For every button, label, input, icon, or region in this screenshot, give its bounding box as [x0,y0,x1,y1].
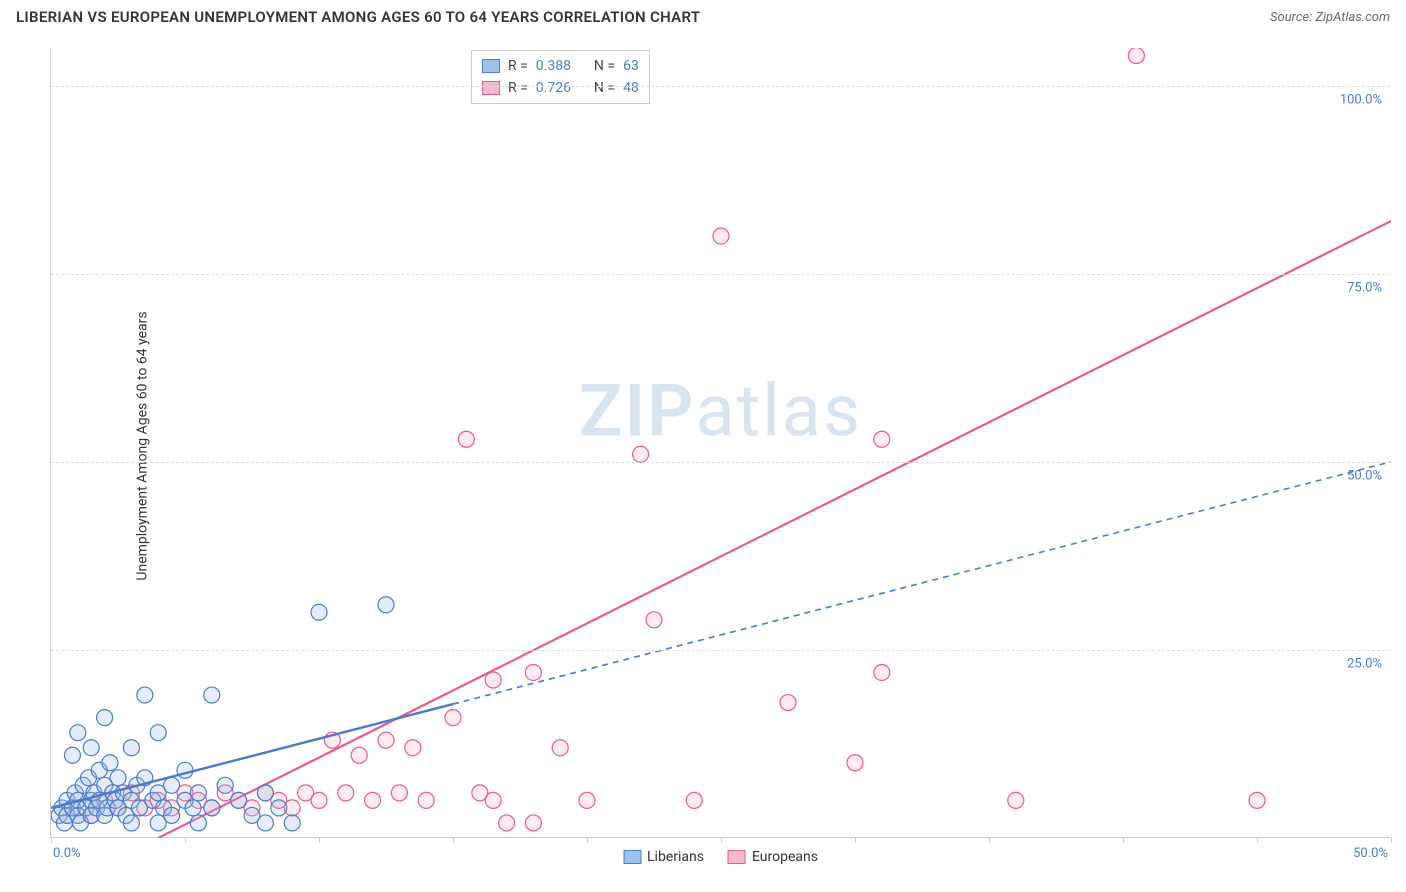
x-tick-mark [185,837,186,843]
data-point [190,785,206,801]
data-point [485,672,501,688]
data-point [231,792,247,808]
data-point [110,770,126,786]
data-point [164,777,180,793]
legend-swatch [623,850,641,864]
x-tick-mark [51,837,52,843]
legend-item: Europeans [728,849,818,865]
data-point [1249,792,1265,808]
x-tick-mark [989,837,990,843]
x-tick-mark [453,837,454,843]
data-point [137,687,153,703]
source-attribution: Source: ZipAtlas.com [1270,10,1390,25]
data-point [633,446,649,462]
data-point [525,815,541,831]
data-point [150,815,166,831]
data-point [64,747,80,763]
data-point [646,612,662,628]
series-legend: Liberians Europeans [623,849,818,865]
data-point [204,800,220,816]
data-point [257,785,273,801]
data-point [351,747,367,763]
x-tick-mark [855,837,856,843]
data-point [499,815,515,831]
data-point [418,792,434,808]
data-point [874,664,890,680]
x-tick-mark [587,837,588,843]
data-point [847,755,863,771]
data-point [391,785,407,801]
data-point [458,431,474,447]
trend-line [453,462,1391,704]
data-point [365,792,381,808]
x-tick-mark [1123,837,1124,843]
data-point [123,815,139,831]
x-tick-mark [319,837,320,843]
y-tick-label: 75.0% [1347,280,1382,295]
gridline [51,650,1390,651]
x-tick-label: 0.0% [53,846,81,861]
data-point [874,431,890,447]
data-point [217,777,233,793]
data-point [378,732,394,748]
data-point [338,785,354,801]
y-tick-label: 100.0% [1340,92,1382,107]
plot-area: ZIPatlas R =0.388 N =63R =0.726 N =48 Li… [50,48,1390,838]
legend-label: Liberians [647,849,704,865]
data-point [185,800,201,816]
data-point [204,687,220,703]
data-point [713,228,729,244]
data-point [525,664,541,680]
y-tick-label: 25.0% [1347,656,1382,671]
data-point [780,695,796,711]
trend-line [158,221,1391,838]
data-point [1128,48,1144,64]
data-point [686,792,702,808]
chart-title: LIBERIAN VS EUROPEAN UNEMPLOYMENT AMONG … [16,8,700,26]
x-tick-mark [1257,837,1258,843]
scatter-svg [51,48,1391,838]
legend-item: Liberians [623,849,704,865]
data-point [552,740,568,756]
gridline [51,274,1390,275]
data-point [271,800,287,816]
data-point [311,792,327,808]
data-point [190,815,206,831]
gridline [51,86,1390,87]
data-point [83,740,99,756]
data-point [378,597,394,613]
data-point [102,755,118,771]
data-point [579,792,595,808]
legend-swatch [728,850,746,864]
legend-label: Europeans [752,849,818,865]
x-tick-label: 50.0% [1353,846,1388,861]
data-point [70,725,86,741]
data-point [284,815,300,831]
data-point [485,792,501,808]
data-point [405,740,421,756]
data-point [311,604,327,620]
data-point [257,815,273,831]
x-tick-mark [1391,837,1392,843]
gridline [51,462,1390,463]
data-point [445,710,461,726]
data-point [97,710,113,726]
data-point [150,725,166,741]
data-point [1008,792,1024,808]
x-tick-mark [721,837,722,843]
y-tick-label: 50.0% [1347,468,1382,483]
data-point [123,740,139,756]
